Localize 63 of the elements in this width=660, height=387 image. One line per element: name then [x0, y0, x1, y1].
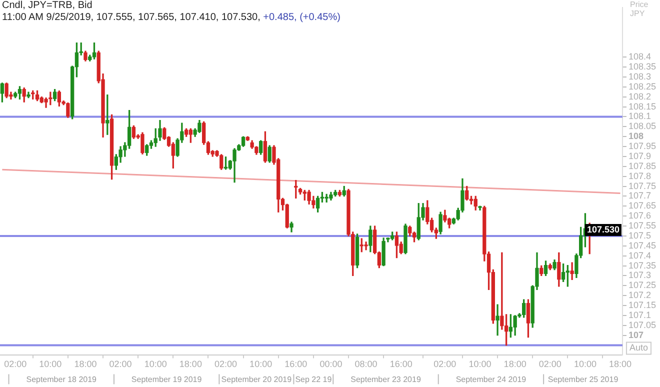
annotation: +0.485, (+0.45%) — [263, 12, 340, 23]
y-tick-label: 108.35 — [628, 62, 656, 72]
annotation: Cndl, JPY=TRB, Bid — [2, 0, 94, 12]
x-tick-label: 18:00 — [504, 359, 526, 370]
x-tick-label: 10:00 — [250, 359, 272, 370]
text: September 18 2019 — [26, 375, 98, 384]
x-tick-label: 00:00 — [320, 359, 342, 370]
text: Auto — [629, 342, 648, 353]
y-tick-label: 107.1 — [628, 310, 652, 320]
text: September 20 2019 — [221, 375, 292, 384]
y-tick-label: 107.15 — [628, 300, 656, 310]
candlestick — [570, 262, 574, 280]
y-tick-label: 108.25 — [628, 81, 656, 92]
x-tick-label: 02:00 — [109, 359, 132, 370]
y-axis-title: Price JPY — [630, 0, 650, 18]
annotation: 107.530 — [586, 224, 620, 234]
x-tick-label: 02:00 — [538, 359, 562, 370]
y-tick-label: 107.75 — [628, 180, 656, 191]
y-tick-label: 107.85 — [628, 160, 656, 171]
x-tick-label: 08:00 — [354, 359, 378, 370]
y-tick-label: 107.3 — [628, 270, 652, 280]
text: September 25 2019 — [548, 375, 619, 384]
y-tick-label: 107.8 — [628, 170, 652, 181]
candlestick — [364, 242, 368, 250]
y-tick-label: 107.95 — [628, 141, 656, 152]
text: September 24 2019 — [456, 375, 527, 384]
y-tick-label: 108.2 — [628, 91, 652, 102]
y-tick-label: 108.05 — [628, 121, 656, 132]
y-tick-label: 107.7 — [628, 190, 652, 201]
x-tick-label: 02:00 — [214, 359, 238, 370]
x-tick-label: 10:00 — [468, 359, 492, 370]
y-tick-label: 107.5 — [628, 230, 652, 240]
y-tick-label: 107 — [628, 330, 644, 340]
text: Sep 22 19 — [295, 375, 332, 384]
y-tick-label: 107.9 — [628, 150, 652, 161]
text: September 19 2019 — [131, 375, 202, 384]
x-tick-label: 10:00 — [574, 359, 596, 370]
x-tick-label: 10:00 — [39, 359, 62, 370]
text: September 23 2019 — [350, 375, 422, 384]
x-tick-label: 18:00 — [609, 359, 632, 370]
y-tick-label: 108.1 — [628, 111, 652, 122]
y-tick-label: 107.55 — [628, 220, 656, 230]
y-tick-label: 107.25 — [628, 280, 656, 290]
x-tick-label: 18:00 — [179, 359, 202, 370]
y-tick-label: 107.05 — [628, 320, 656, 330]
x-tick-label: 18:00 — [74, 359, 97, 370]
y-tick-label: 108 — [628, 131, 644, 142]
y-tick-label: 107.45 — [628, 240, 656, 250]
x-tick-label: 02:00 — [4, 359, 27, 370]
annotation: 11:00 AM 9/25/2019, 107.555, 107.565, 107.410, 107.530, — [2, 12, 260, 23]
y-tick-label: 107.6 — [628, 210, 652, 221]
y-tick-label: 107.35 — [628, 260, 656, 270]
y-tick-label: 107.65 — [628, 200, 656, 211]
candlestick — [496, 304, 500, 336]
y-tick-label: 108.4 — [628, 52, 652, 62]
y-tick-label: 107.2 — [628, 290, 652, 300]
x-tick-label: 16:00 — [390, 359, 412, 370]
y-tick-label: 107.4 — [628, 250, 652, 260]
y-tick-label: 108.3 — [628, 71, 652, 82]
x-tick-label: 16:00 — [284, 359, 308, 370]
y-tick-label: 108.15 — [628, 101, 656, 112]
x-tick-label: 02:00 — [434, 359, 456, 370]
x-tick-label: 10:00 — [144, 359, 167, 370]
